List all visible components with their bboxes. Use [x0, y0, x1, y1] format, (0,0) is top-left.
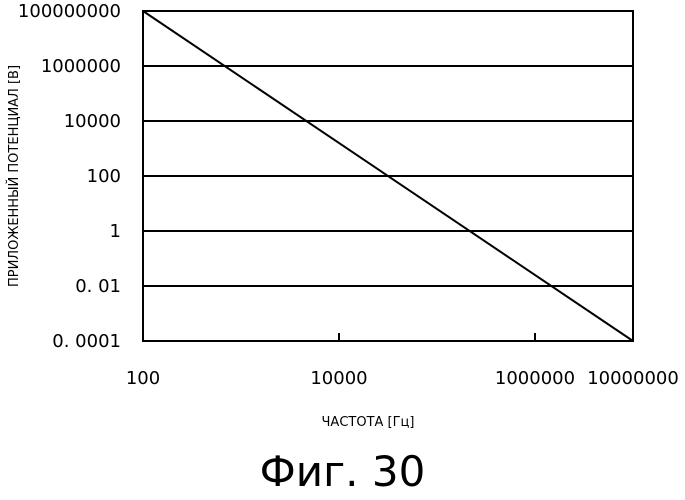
chart: 0. 0001 0. 01 1 100 10000 1000000 100000000 10…	[0, 0, 685, 448]
y-tick-label: 100000000	[18, 1, 121, 22]
y-tick-label: 10000	[64, 111, 121, 132]
x-axis-ticks	[339, 333, 535, 341]
figure-caption: Фиг. 30	[0, 448, 685, 496]
y-axis-tick-labels: 0. 0001 0. 01 1 100 10000 1000000 100000000	[18, 1, 121, 352]
x-tick-label: 10000000	[587, 368, 679, 389]
x-tick-label: 100	[126, 368, 160, 389]
y-tick-label: 100	[87, 166, 121, 187]
y-tick-label: 1000000	[41, 56, 121, 77]
y-axis-title: ПРИЛОЖЕННЫЙ ПОТЕНЦИАЛ [В]	[6, 65, 22, 287]
y-tick-label: 1	[110, 221, 121, 242]
y-tick-label: 0. 0001	[52, 331, 121, 352]
x-axis-title: ЧАСТОТА [Гц]	[322, 415, 415, 430]
y-tick-label: 0. 01	[75, 276, 121, 297]
x-tick-label: 10000	[310, 368, 367, 389]
x-tick-label: 1000000	[495, 368, 575, 389]
x-axis-tick-labels: 100 10000 1000000 10000000	[126, 368, 679, 389]
